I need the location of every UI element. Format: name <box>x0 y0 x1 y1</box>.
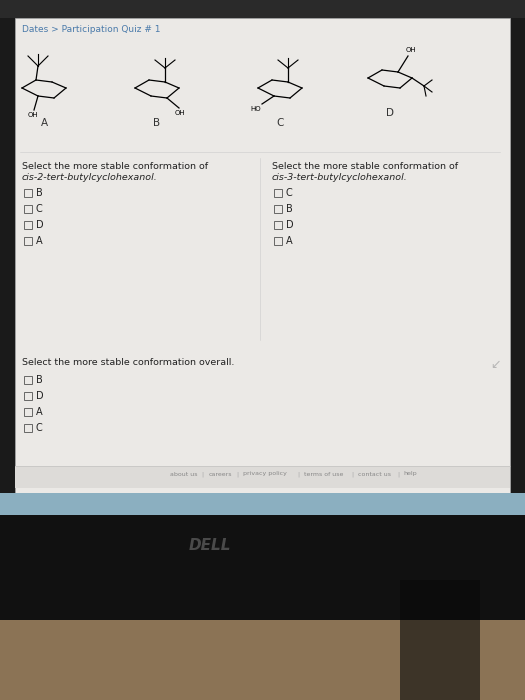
Text: about us: about us <box>170 472 197 477</box>
Text: |: | <box>202 471 204 477</box>
Text: D: D <box>36 220 44 230</box>
Text: B: B <box>36 375 43 385</box>
Bar <box>0 620 525 700</box>
Text: DELL: DELL <box>189 538 231 552</box>
Text: C: C <box>276 118 284 128</box>
Bar <box>24 408 32 416</box>
Bar <box>24 221 32 229</box>
Text: B: B <box>36 188 43 198</box>
Text: Dates > Participation Quiz # 1: Dates > Participation Quiz # 1 <box>22 25 161 34</box>
Text: B: B <box>153 118 161 128</box>
Text: |: | <box>351 471 353 477</box>
Text: careers: careers <box>208 472 232 477</box>
Bar <box>274 205 282 213</box>
Text: OH: OH <box>175 110 186 116</box>
Text: A: A <box>40 118 48 128</box>
Text: A: A <box>36 236 43 246</box>
Text: Select the more stable conformation of: Select the more stable conformation of <box>272 162 458 171</box>
Text: HO: HO <box>250 106 260 112</box>
Text: Select the more stable conformation overall.: Select the more stable conformation over… <box>22 358 234 367</box>
Bar <box>24 189 32 197</box>
Bar <box>274 221 282 229</box>
Text: D: D <box>386 108 394 118</box>
Bar <box>24 392 32 400</box>
Bar <box>400 580 480 700</box>
Text: ↙: ↙ <box>490 358 500 371</box>
Bar <box>24 205 32 213</box>
Text: help: help <box>404 472 417 477</box>
Text: |: | <box>397 471 399 477</box>
Text: Select the more stable conformation of: Select the more stable conformation of <box>22 162 208 171</box>
Text: C: C <box>36 204 43 214</box>
Text: OH: OH <box>28 112 39 118</box>
Text: D: D <box>36 391 44 401</box>
Text: B: B <box>286 204 293 214</box>
Text: privacy policy: privacy policy <box>243 472 287 477</box>
Text: A: A <box>36 407 43 417</box>
Text: contact us: contact us <box>358 472 391 477</box>
Text: C: C <box>36 423 43 433</box>
Text: |: | <box>236 471 238 477</box>
Text: terms of use: terms of use <box>304 472 343 477</box>
Bar <box>0 0 525 18</box>
Text: cis-2-tert-butylcyclohexanol.: cis-2-tert-butylcyclohexanol. <box>22 173 158 182</box>
Bar <box>24 237 32 245</box>
Bar <box>15 18 510 493</box>
Bar <box>274 189 282 197</box>
Text: C: C <box>286 188 293 198</box>
Bar <box>0 493 525 515</box>
Text: |: | <box>297 471 299 477</box>
Text: A: A <box>286 236 292 246</box>
Bar <box>15 466 510 488</box>
Bar <box>24 376 32 384</box>
Bar <box>274 237 282 245</box>
Text: cis-3-tert-butylcyclohexanol.: cis-3-tert-butylcyclohexanol. <box>272 173 408 182</box>
Bar <box>0 515 525 700</box>
Text: D: D <box>286 220 293 230</box>
Bar <box>24 424 32 432</box>
Text: OH: OH <box>406 47 417 53</box>
